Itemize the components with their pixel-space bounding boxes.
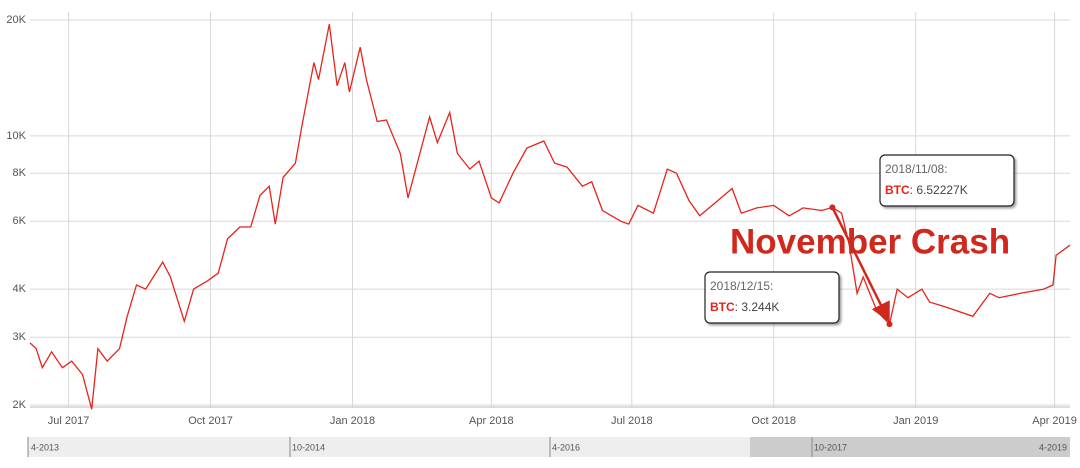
- navigator-label: 10-2014: [292, 442, 325, 452]
- y-tick-label: 3K: [13, 331, 27, 343]
- tooltip-value-line: BTC: 3.244K: [710, 300, 779, 314]
- y-tick-label: 20K: [6, 14, 26, 26]
- navigator-label: 4-2016: [552, 442, 580, 452]
- y-tick-label: 4K: [13, 283, 27, 295]
- navigator-label: 10-2017: [814, 442, 847, 452]
- y-tick-label: 6K: [13, 215, 27, 227]
- x-tick-label: Oct 2018: [751, 415, 796, 427]
- navigator-selection[interactable]: [750, 437, 1070, 457]
- tooltip-value: : 6.52227K: [910, 183, 968, 197]
- x-tick-label: Apr 2018: [469, 415, 514, 427]
- tooltip-value: : 3.244K: [735, 300, 780, 314]
- x-tick-label: Jan 2018: [330, 415, 375, 427]
- tooltip-box: [704, 271, 840, 324]
- point-marker: [829, 204, 836, 211]
- x-tick-label: Jul 2017: [48, 415, 90, 427]
- y-tick-label: 8K: [13, 167, 27, 179]
- y-tick-label: 2K: [13, 399, 27, 411]
- annotation: November Crash: [730, 222, 1010, 261]
- x-tick-label: Jan 2019: [893, 415, 938, 427]
- tooltip-series: BTC: [885, 183, 910, 197]
- y-tick-label: 10K: [6, 130, 26, 142]
- tooltip-date: 2018/12/15:: [710, 279, 773, 293]
- point-marker: [886, 321, 893, 328]
- tooltip-box: [879, 154, 1015, 207]
- x-tick-label: Oct 2017: [188, 415, 233, 427]
- x-tick-label: Jul 2018: [611, 415, 653, 427]
- crash-arrow: [831, 206, 890, 323]
- price-line: [29, 24, 1071, 410]
- x-tick-label: Apr 2019: [1032, 415, 1077, 427]
- tooltip-value-line: BTC: 6.52227K: [885, 183, 968, 197]
- navigator-label: 4-2019: [1039, 442, 1067, 452]
- tooltip-date: 2018/11/08:: [885, 162, 948, 176]
- tooltip-series: BTC: [710, 300, 735, 314]
- navigator-label: 4-2013: [31, 442, 59, 452]
